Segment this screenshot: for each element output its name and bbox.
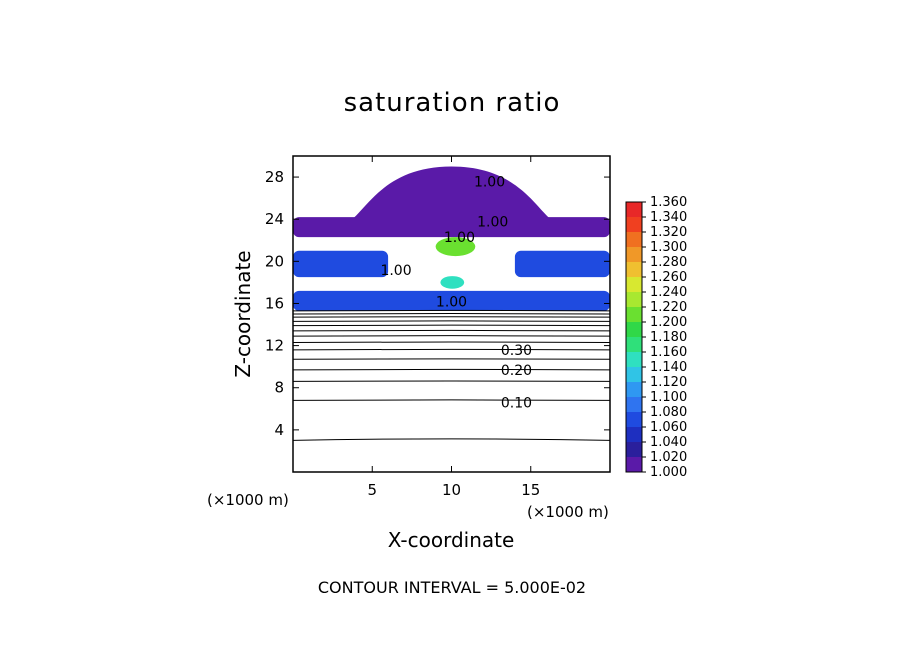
colorbar-label: 1.120 <box>650 375 687 390</box>
colorbar-swatch <box>626 307 642 322</box>
region-center-blob-18 <box>440 276 465 289</box>
plot-area: 1.001.001.001.001.000.300.200.10 <box>293 166 610 441</box>
y-axis: 4 8 12 16 20 24 28 <box>265 168 610 439</box>
x-tick-label: 15 <box>521 481 540 499</box>
colorbar-label: 1.280 <box>650 255 687 270</box>
colorbar-swatch <box>626 337 642 352</box>
colorbar-swatch <box>626 427 642 442</box>
x-unit-right: (×1000 m) <box>527 503 609 521</box>
region-dome <box>340 166 563 225</box>
x-axis-label: X-coordinate <box>388 528 515 552</box>
colorbar-swatch <box>626 367 642 382</box>
contour-line <box>293 438 610 441</box>
colorbar-label: 1.140 <box>650 360 687 375</box>
region-band-16 <box>293 290 610 311</box>
y-tick-label: 8 <box>274 379 284 397</box>
colorbar-label: 1.260 <box>650 270 687 285</box>
y-tick-label: 24 <box>265 210 284 228</box>
colorbar-label: 1.180 <box>650 330 687 345</box>
x-axis: 5 10 15 <box>367 156 540 499</box>
colorbar-label: 1.320 <box>650 225 687 240</box>
colorbar-swatch <box>626 442 642 457</box>
colorbar-swatch <box>626 202 642 217</box>
region-right-band-20 <box>514 250 610 278</box>
colorbar-label: 1.000 <box>650 465 687 480</box>
region-center-blob-21 <box>435 237 476 257</box>
x-unit-left: (×1000 m) <box>207 491 289 509</box>
y-tick-label: 4 <box>274 421 284 439</box>
colorbar-swatch <box>626 397 642 412</box>
contour-label: 1.00 <box>436 294 467 310</box>
contour-label: 0.20 <box>501 363 532 379</box>
colorbar-swatch <box>626 412 642 427</box>
colorbar-label: 1.040 <box>650 435 687 450</box>
contour-label: 1.00 <box>380 263 411 279</box>
contour-label: 0.10 <box>501 395 532 411</box>
contour-interval-note: CONTOUR INTERVAL = 5.000E-02 <box>317 578 587 597</box>
y-tick-label: 20 <box>265 252 284 270</box>
y-tick-label: 16 <box>265 294 284 312</box>
colorbar-swatch <box>626 292 642 307</box>
colorbar-label: 1.020 <box>650 450 687 465</box>
colorbar-label: 1.080 <box>650 405 687 420</box>
x-tick-label: 10 <box>442 481 461 499</box>
contour-label: 1.00 <box>444 230 475 246</box>
colorbar-swatch <box>626 352 642 367</box>
colorbar: 1.0001.0201.0401.0601.0801.1001.1201.140… <box>625 195 687 480</box>
contour-label: 0.30 <box>501 343 532 359</box>
colorbar-swatch <box>626 232 642 247</box>
colorbar-label: 1.100 <box>650 390 687 405</box>
y-tick-label: 28 <box>265 168 284 186</box>
chart-title: saturation ratio <box>343 88 561 118</box>
y-tick-label: 12 <box>265 337 284 355</box>
colorbar-label: 1.240 <box>650 285 687 300</box>
colorbar-label: 1.060 <box>650 420 687 435</box>
y-axis-label: Z-coordinate <box>231 250 255 377</box>
colorbar-swatch <box>626 457 642 472</box>
colorbar-swatch <box>626 217 642 232</box>
region-left-band-20 <box>293 250 389 278</box>
colorbar-swatch <box>626 382 642 397</box>
colorbar-swatch <box>626 277 642 292</box>
x-tick-label: 5 <box>367 481 377 499</box>
colorbar-label: 1.300 <box>650 240 687 255</box>
contour-label: 1.00 <box>474 174 505 190</box>
colorbar-swatch <box>626 262 642 277</box>
colorbar-label: 1.160 <box>650 345 687 360</box>
contour-label: 1.00 <box>477 214 508 230</box>
colorbar-swatch <box>626 247 642 262</box>
colorbar-label: 1.220 <box>650 300 687 315</box>
colorbar-label: 1.360 <box>650 195 687 210</box>
colorbar-label: 1.200 <box>650 315 687 330</box>
colorbar-label: 1.340 <box>650 210 687 225</box>
colorbar-swatch <box>626 322 642 337</box>
